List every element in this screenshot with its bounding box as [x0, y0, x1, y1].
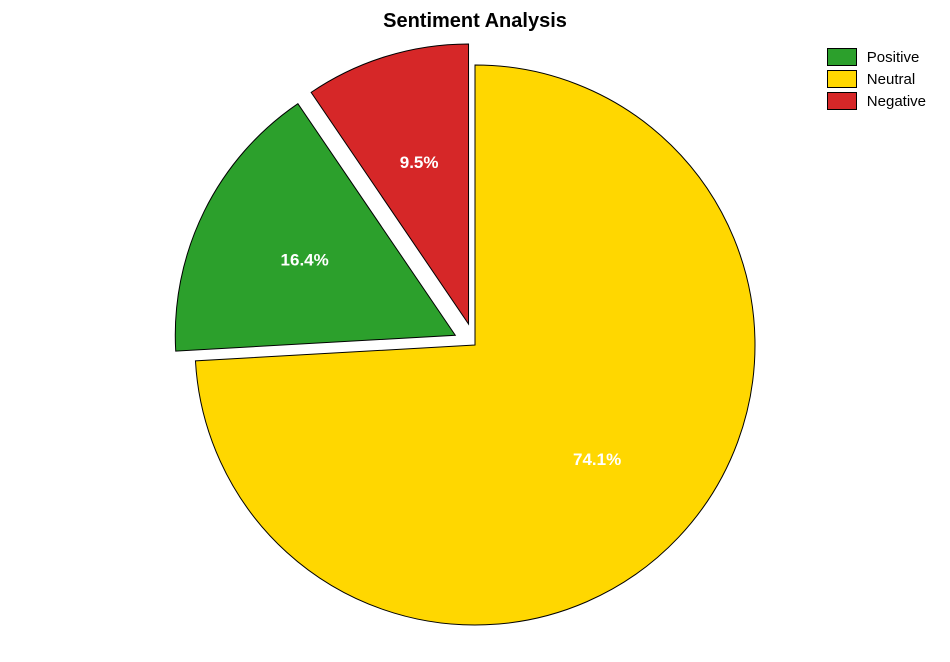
pie-chart: 9.5% 16.4% 74.1%	[0, 0, 950, 662]
slice-label-neutral: 74.1%	[573, 450, 621, 469]
slice-label-negative: 9.5%	[400, 153, 439, 172]
slice-label-positive: 16.4%	[281, 250, 329, 269]
